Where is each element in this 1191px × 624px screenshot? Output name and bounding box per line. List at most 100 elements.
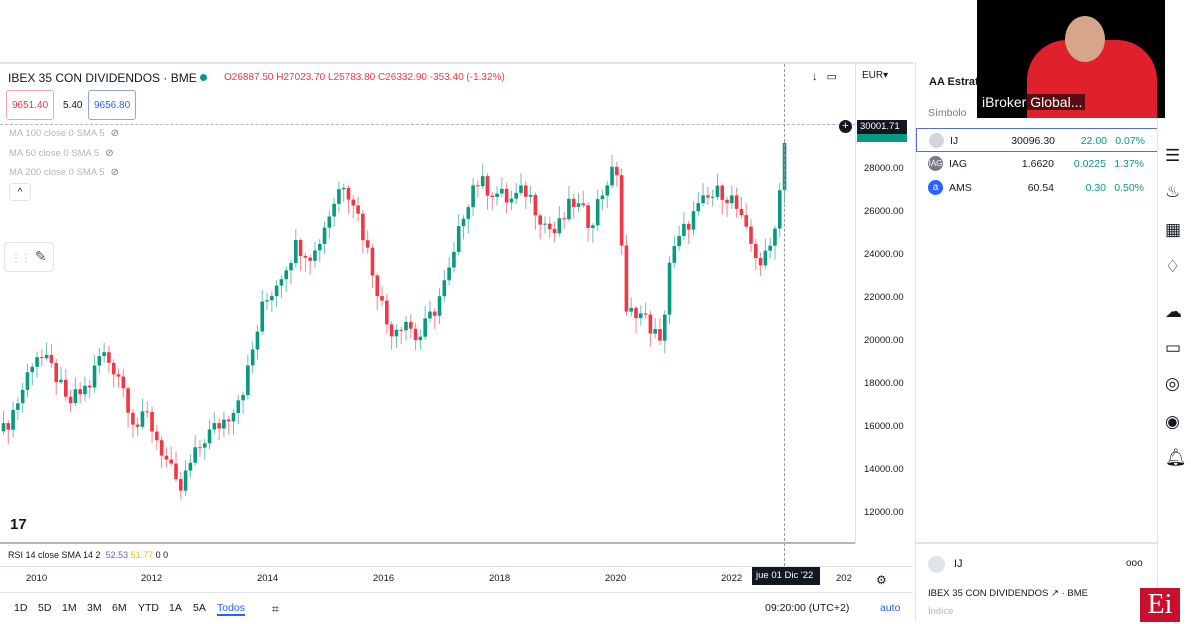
fullscreen-icon[interactable]: ▭	[826, 71, 838, 83]
streams-icon[interactable]: ◎	[1165, 374, 1180, 393]
sell-button[interactable]: 9651.40	[6, 90, 55, 120]
range-3m[interactable]: 3M	[87, 602, 102, 614]
download-icon[interactable]: ↓	[812, 71, 818, 83]
detail-symbol: IJ	[954, 558, 963, 570]
drag-handle-icon[interactable]: ⋮⋮	[11, 253, 31, 264]
candle-body	[370, 247, 375, 276]
candle-body	[595, 199, 600, 226]
candle-body	[538, 215, 542, 225]
candle-body	[202, 443, 207, 448]
candle-body	[255, 331, 260, 350]
symbol-title[interactable]: IBEX 35 CON DIVIDENDOS · BME	[8, 71, 197, 85]
watchlist-row[interactable]: IAG IAG 1.6620 0.0225 1.37%	[916, 152, 1158, 176]
range-5d[interactable]: 5D	[38, 602, 52, 614]
symbol-detail: IJ ooo IBEX 35 CON DIVIDENDOS ↗ · BME Ín…	[916, 542, 1158, 622]
candle-body	[159, 440, 164, 456]
candle-body	[361, 213, 365, 241]
time-axis[interactable]: 2010 2012 2014 2016 2018 2020 2022 202 ⚙	[0, 566, 913, 588]
range-6m[interactable]: 6M	[112, 602, 127, 614]
watchlist-title[interactable]: AA Estrat	[929, 76, 979, 88]
candle-body	[298, 240, 303, 256]
change: 22.00	[1080, 135, 1107, 147]
candle-body	[615, 166, 619, 176]
drawing-tool-button[interactable]: ⋮⋮ ✎	[4, 242, 54, 272]
candle-body	[485, 176, 490, 196]
more-options-button[interactable]: ooo	[1126, 558, 1143, 569]
timezone-clock[interactable]: 09:20:00 (UTC+2)	[765, 602, 850, 614]
candle-body	[231, 412, 236, 422]
chat-icon[interactable]: ☁	[1165, 302, 1182, 321]
collapse-indicators-button[interactable]: ^	[9, 183, 31, 201]
currency-selector[interactable]: EUR▾	[862, 70, 889, 81]
candle-body	[116, 374, 121, 377]
range-5a[interactable]: 5A	[193, 602, 206, 614]
buy-button[interactable]: 9656.80	[88, 90, 137, 120]
candle-body	[183, 470, 188, 491]
candle-body	[107, 352, 111, 363]
indicator-ma200[interactable]: MA 200 close 0 SMA 5 ⊘	[9, 167, 119, 178]
detail-name-line: IBEX 35 CON DIVIDENDOS ↗ · BME	[928, 588, 1088, 599]
external-link-icon[interactable]: ↗	[1051, 588, 1059, 599]
candle-body	[476, 185, 480, 187]
hotlist-flame-icon[interactable]: ♨	[1165, 182, 1181, 201]
add-list-icon[interactable]: ☰	[1165, 146, 1181, 165]
candle-body	[643, 313, 648, 315]
last-price: 60.54	[1027, 182, 1054, 194]
candle-body	[265, 300, 269, 302]
indicator-ma100[interactable]: MA 100 close 0 SMA 5 ⊘	[9, 128, 119, 139]
range-1m[interactable]: 1M	[62, 602, 77, 614]
candle-body	[442, 280, 447, 297]
candle-body	[241, 395, 245, 401]
detail-name[interactable]: IBEX 35 CON DIVIDENDOS	[928, 588, 1049, 599]
candle-body	[696, 203, 701, 212]
eye-hidden-icon[interactable]: ⊘	[110, 167, 119, 178]
candle-body	[571, 198, 576, 207]
price-axis[interactable]: 28000.00 26000.00 24000.00 22000.00 20000.00…	[855, 64, 913, 544]
settings-gear-icon[interactable]: ⚙	[876, 573, 887, 587]
auto-scale-toggle[interactable]: auto	[880, 602, 901, 614]
tradingview-logo: 17	[10, 516, 27, 533]
candle-body	[293, 240, 298, 264]
candle-body	[394, 329, 399, 337]
candle-body	[528, 194, 533, 197]
candle-body	[270, 296, 274, 301]
indicator-ma50[interactable]: MA 50 close 0 SMA 5 ⊘	[9, 148, 114, 159]
range-1a[interactable]: 1A	[169, 602, 182, 614]
candle-body	[523, 185, 528, 197]
candle-body	[480, 176, 485, 187]
candle-body	[591, 225, 595, 228]
broadcast-icon[interactable]: ◉	[1165, 412, 1180, 431]
calendar-icon[interactable]: ▦	[1165, 220, 1182, 239]
column-header-symbol[interactable]: Símbolo	[928, 107, 967, 119]
candle-body	[624, 245, 629, 312]
candle-body	[30, 366, 35, 373]
ideas-lightbulb-icon[interactable]: ♢	[1165, 257, 1181, 276]
candle-body	[289, 263, 293, 271]
candle-body	[672, 246, 677, 263]
change-percent: 1.37%	[1114, 158, 1144, 170]
candle-body	[87, 385, 92, 388]
candle-body	[514, 192, 519, 199]
candle-body	[198, 447, 202, 449]
messages-icon[interactable]: ▭	[1165, 338, 1182, 357]
eye-hidden-icon[interactable]: ⊘	[110, 128, 119, 139]
candle-body	[385, 300, 389, 325]
eye-hidden-icon[interactable]: ⊘	[105, 148, 114, 159]
alert-bell-icon[interactable]: 🔔︎	[1165, 448, 1187, 467]
candle-body	[341, 187, 346, 190]
add-plus-icon[interactable]: +	[838, 119, 853, 134]
watchlist-row[interactable]: IJ 30096.30 22.00 0.07%	[916, 128, 1158, 152]
price-tick: 24000.00	[864, 249, 904, 260]
candle-body	[562, 218, 566, 220]
price-plot[interactable]	[0, 64, 855, 544]
range-1d[interactable]: 1D	[14, 602, 28, 614]
symbol-logo-icon: a	[928, 180, 943, 195]
chart-panel[interactable]: IBEX 35 CON DIVIDENDOS · BME O26887.50 H…	[0, 62, 913, 622]
range-todos[interactable]: Todos	[217, 602, 246, 616]
calendar-goto-icon[interactable]: ⌗	[272, 602, 279, 616]
range-bar: 1D 5D 1M 3M 6M YTD 1A 5A Todos ⌗ 09:20:0…	[0, 592, 913, 624]
candle-body	[638, 313, 643, 319]
watchlist-row[interactable]: a AMS 60.54 0.30 0.50%	[916, 176, 1158, 200]
range-ytd[interactable]: YTD	[138, 602, 159, 614]
rsi-pane[interactable]: RSI 14 close SMA 14 2 52.53 51.77 0 0	[0, 542, 855, 566]
